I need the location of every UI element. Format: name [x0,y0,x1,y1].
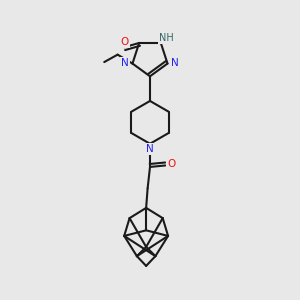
Text: O: O [121,37,129,47]
Text: NH: NH [159,33,174,43]
Text: N: N [171,58,179,68]
Text: N: N [121,58,129,68]
Text: N: N [146,144,154,154]
Text: O: O [167,159,175,169]
